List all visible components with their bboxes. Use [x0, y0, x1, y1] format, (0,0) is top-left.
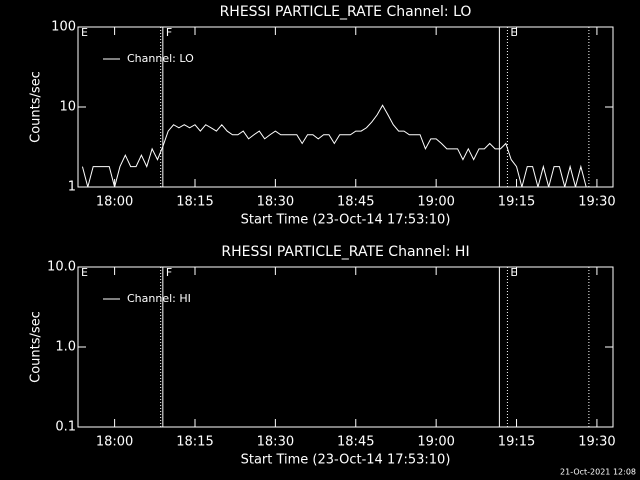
- x-tick-label: 18:30: [257, 435, 294, 450]
- annotation: E: [510, 266, 517, 279]
- x-tick-label: 19:15: [498, 435, 535, 450]
- plot-frame: [77, 26, 614, 188]
- annotation: F: [166, 266, 172, 279]
- annotation: E: [81, 266, 88, 279]
- y-tick-label: 10: [59, 100, 76, 115]
- annotation: F: [166, 26, 172, 39]
- annotation: E: [81, 26, 88, 39]
- data-line: [81, 104, 587, 187]
- x-tick-label: 18:45: [337, 195, 374, 210]
- x-tick-label: 19:30: [578, 195, 615, 210]
- y-axis-label: Counts/sec: [29, 71, 44, 143]
- legend-label: Channel: HI: [127, 292, 191, 305]
- x-tick-label: 19:15: [498, 195, 535, 210]
- y-tick-label: 1: [68, 180, 76, 195]
- x-tick-label: 18:15: [176, 195, 213, 210]
- footer: 21-Oct-2021 12:08: [560, 468, 636, 477]
- x-tick-label: 19:00: [417, 435, 454, 450]
- x-tick-label: 18:15: [176, 435, 213, 450]
- x-axis-label: Start Time (23-Oct-14 17:53:10): [241, 213, 451, 228]
- annotation: E: [510, 26, 517, 39]
- y-tick-label: 0.1: [55, 420, 76, 435]
- chart-title: RHESSI PARTICLE_RATE Channel: HI: [221, 244, 469, 260]
- x-tick-label: 18:30: [257, 195, 294, 210]
- y-tick-label: 10.0: [47, 260, 76, 275]
- y-axis-label: Counts/sec: [29, 311, 44, 383]
- y-tick-label: 100: [51, 20, 76, 35]
- chart-title: RHESSI PARTICLE_RATE Channel: LO: [220, 4, 472, 20]
- x-tick-label: 18:00: [96, 195, 133, 210]
- legend-label: Channel: LO: [127, 52, 194, 65]
- x-tick-label: 18:45: [337, 435, 374, 450]
- x-axis-label: Start Time (23-Oct-14 17:53:10): [241, 453, 451, 468]
- y-tick-label: 1.0: [55, 340, 76, 355]
- x-tick-label: 19:30: [578, 435, 615, 450]
- plot-frame: [77, 266, 614, 428]
- x-tick-label: 19:00: [417, 195, 454, 210]
- x-tick-label: 18:00: [96, 435, 133, 450]
